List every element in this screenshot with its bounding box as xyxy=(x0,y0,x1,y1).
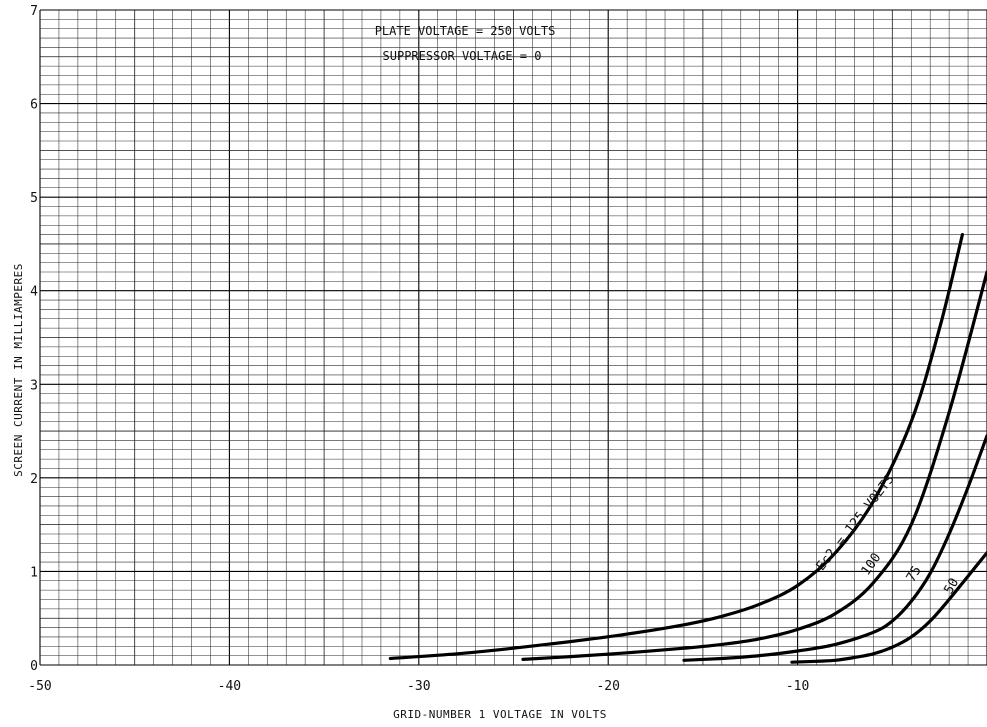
chart-title: PLATE VOLTAGE = 250 VOLTS xyxy=(375,24,556,38)
series-line-1 xyxy=(521,270,987,661)
series-line-2 xyxy=(682,434,987,662)
x-axis-ticks: -50 -40 -30 -20 -10 xyxy=(28,679,809,694)
x-tick-label: -30 xyxy=(407,679,430,694)
chart-subtitle: SUPPRESSOR VOLTAGE = 0 xyxy=(383,49,542,63)
series-label-3: 50 xyxy=(941,576,962,597)
x-tick-label: -10 xyxy=(786,679,809,694)
y-tick-label: 1 xyxy=(30,565,38,580)
grid xyxy=(39,9,987,666)
y-tick-label: 3 xyxy=(30,378,38,393)
y-axis-ticks: 0 1 2 3 4 5 6 7 xyxy=(30,4,38,674)
y-tick-label: 4 xyxy=(30,285,38,300)
y-tick-label: 7 xyxy=(30,4,38,19)
x-tick-label: -50 xyxy=(28,679,51,694)
x-axis-label: GRID-NUMBER 1 VOLTAGE IN VOLTS xyxy=(393,708,607,721)
y-tick-label: 0 xyxy=(30,659,38,674)
y-axis-label: SCREEN CURRENT IN MILLIAMPERES xyxy=(12,263,25,477)
series-line-0 xyxy=(388,233,964,661)
y-tick-label: 6 xyxy=(30,98,38,113)
series-line-3 xyxy=(790,551,987,664)
y-tick-label: 5 xyxy=(30,191,38,206)
x-tick-label: -20 xyxy=(596,679,619,694)
series-label-2: 75 xyxy=(904,564,925,585)
x-tick-label: -40 xyxy=(218,679,241,694)
curves xyxy=(388,233,987,664)
y-tick-label: 2 xyxy=(30,472,38,487)
